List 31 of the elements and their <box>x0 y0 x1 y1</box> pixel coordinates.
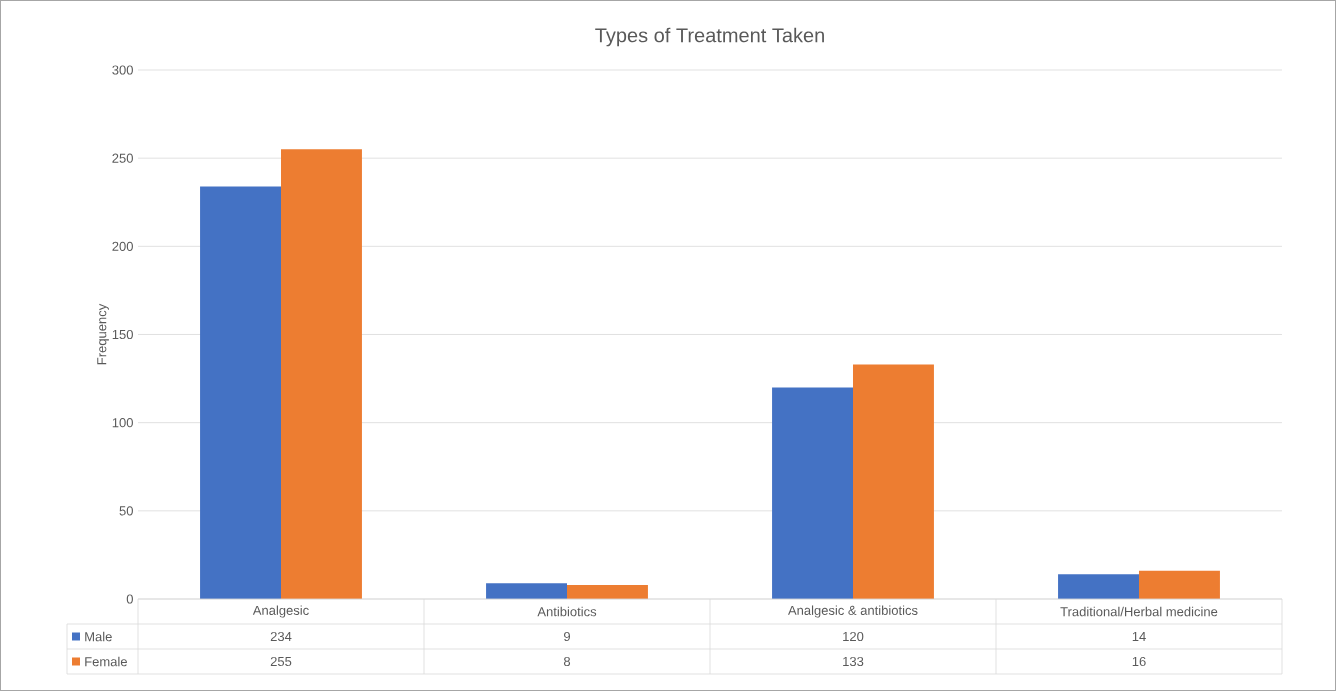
bar <box>567 584 648 599</box>
x-tick-label: Analgesic <box>252 605 309 618</box>
x-tick-label: Antibiotics <box>537 606 597 617</box>
bar <box>486 583 567 599</box>
chart-title: Types of Treatment Taken <box>595 27 824 47</box>
y-tick-label: 100 <box>112 418 133 428</box>
y-tick-label: 300 <box>112 65 133 75</box>
bar <box>1139 570 1220 599</box>
y-tick-label: 200 <box>112 241 133 251</box>
y-tick-label: 0 <box>126 594 133 604</box>
data-label: 8 <box>563 656 571 667</box>
data-label: 120 <box>843 631 864 642</box>
data-label: 255 <box>270 656 292 667</box>
bar <box>281 149 362 599</box>
x-tick-label: Traditional/Herbal medicine <box>1060 606 1218 617</box>
bar <box>1058 574 1139 599</box>
data-label: 133 <box>843 656 864 667</box>
y-axis-title: Frequency <box>97 303 109 365</box>
y-tick-label: 150 <box>112 329 133 340</box>
y-tick-label: 50 <box>119 506 133 516</box>
data-label: 16 <box>1132 656 1146 667</box>
y-tick-label: 250 <box>112 153 133 163</box>
bar <box>772 387 853 599</box>
x-tick-label: Analgesic & antibiotics <box>787 605 918 618</box>
bar <box>200 186 281 599</box>
data-label: 14 <box>1132 632 1146 641</box>
data-label: 9 <box>564 631 571 642</box>
bar <box>853 364 934 599</box>
data-label: 234 <box>270 631 292 642</box>
legend-label: Female <box>85 656 127 667</box>
legend-label: Male <box>85 631 112 642</box>
